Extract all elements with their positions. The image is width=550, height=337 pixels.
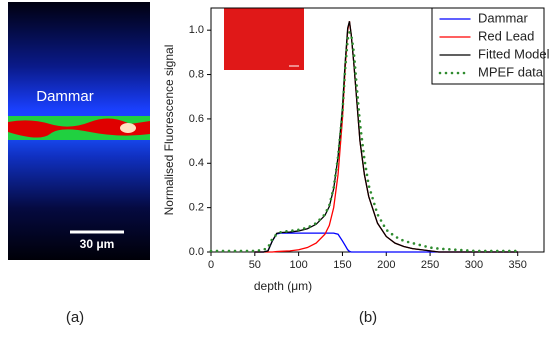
x-tick-label: 200 (377, 259, 395, 271)
y-tick-label: 0.8 (189, 68, 204, 80)
inset-image (224, 8, 304, 70)
y-tick-label: 0.4 (189, 157, 204, 169)
scale-bar-label: 30 μm (80, 237, 115, 251)
caption: (b) (359, 309, 377, 326)
y-axis-title: Normalised Fluorescence signal (162, 45, 176, 216)
y-tick-label: 0.0 (189, 246, 204, 258)
x-tick-label: 150 (333, 259, 351, 271)
legend-box (431, 7, 545, 85)
x-tick-label: 300 (465, 259, 483, 271)
x-tick-label: 50 (249, 259, 261, 271)
legend-label: Dammar (478, 10, 529, 25)
panel-label: Dammar (36, 88, 94, 105)
red-band (8, 118, 150, 138)
caption: (a) (66, 309, 84, 326)
y-tick-label: 0.6 (189, 113, 204, 125)
series-line (254, 232, 519, 253)
microscopy-panel: Dammar 30 μm (a) (8, 2, 150, 326)
x-tick-label: 0 (208, 259, 214, 271)
legend-label: MPEF data (478, 64, 544, 79)
bright-spot (120, 123, 136, 133)
x-tick-label: 350 (509, 259, 527, 271)
x-tick-label: 250 (421, 259, 439, 271)
x-axis-title: depth (μm) (254, 279, 312, 293)
y-tick-label: 0.2 (189, 202, 204, 214)
legend-label: Fitted Model (478, 46, 550, 61)
legend-label: Red Lead (478, 28, 534, 43)
series-line (254, 21, 519, 253)
x-tick-label: 100 (289, 259, 307, 271)
y-tick-label: 1.0 (189, 24, 204, 36)
